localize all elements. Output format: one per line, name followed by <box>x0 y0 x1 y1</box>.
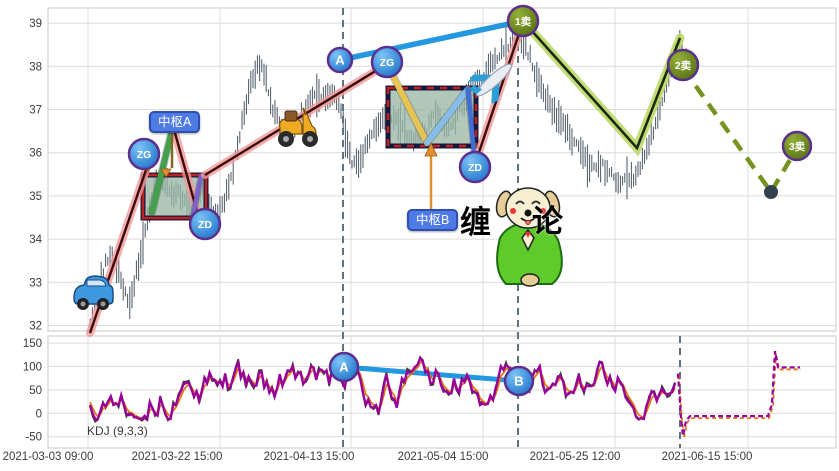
x-axis-tick: 2021-05-04 15:00 <box>398 451 489 463</box>
y-axis-tick-kdj: 0 <box>36 408 42 420</box>
pivot-b-label[interactable]: 中枢B <box>407 209 459 231</box>
segment-core <box>522 20 682 151</box>
marker-b[interactable]: B <box>503 365 535 397</box>
marker-label: 3卖 <box>789 140 806 153</box>
pivot-zone-rect-border <box>386 86 478 148</box>
dog-nose <box>524 209 532 217</box>
scooter-box <box>284 110 298 122</box>
trend-line-kdj <box>341 364 522 384</box>
y-axis-tick-main: 38 <box>29 61 42 73</box>
marker-circle[interactable] <box>503 365 535 397</box>
kdj-series <box>88 350 801 438</box>
x-axis-tick: 2021-05-25 12:00 <box>530 451 621 463</box>
y-axis-tick-kdj: 150 <box>23 338 42 350</box>
dog-eye <box>515 200 525 205</box>
y-axis-tick-main: 37 <box>29 105 42 117</box>
chan-theory-text-left: 缠 <box>460 205 491 240</box>
dog-tongue <box>524 220 532 225</box>
x-axis-tick: 2021-03-22 15:00 <box>132 451 223 463</box>
dog-tie <box>525 232 531 238</box>
marker-a[interactable]: A <box>326 46 354 74</box>
main-panel-border <box>47 7 837 332</box>
airplane-tail <box>470 85 483 95</box>
marker-circle[interactable] <box>666 48 700 82</box>
scooter-hub <box>283 136 289 142</box>
scooter-icon <box>278 107 318 147</box>
marker-circle[interactable] <box>127 137 161 171</box>
marker-zg[interactable]: ZG <box>127 137 161 171</box>
marker-label: 1卖 <box>515 15 532 28</box>
car-window <box>86 279 107 287</box>
airplane-fuselage <box>475 63 513 97</box>
y-axis-tick-kdj: 50 <box>29 385 42 397</box>
marker-2sell-[interactable]: 2卖 <box>666 48 700 82</box>
y-axis-tick-main: 34 <box>29 234 42 246</box>
marker-3sell-[interactable]: 3卖 <box>781 130 813 162</box>
dog-head <box>505 187 551 229</box>
pen-purple <box>190 173 204 219</box>
car-hub <box>100 301 106 307</box>
dog-eye <box>531 200 541 205</box>
marker-zd[interactable]: ZD <box>458 150 492 184</box>
gold-arrowhead <box>160 168 172 178</box>
marker-label: A <box>339 360 349 375</box>
marker-label: 2卖 <box>675 59 692 72</box>
marker-label: ZG <box>137 149 152 161</box>
car-hub <box>80 301 86 307</box>
dog-cheek <box>540 208 546 214</box>
kdj-panel-border <box>47 335 837 449</box>
kdj-d-line <box>89 361 676 420</box>
airplane-icon <box>468 63 513 104</box>
chan-theory-text-right: 论 <box>532 204 563 239</box>
mascot-dog-image <box>495 187 563 287</box>
car-icon <box>73 275 114 310</box>
kdj-indicator-label: KDJ (9,3,3) <box>87 424 148 438</box>
marker-label: A <box>335 53 345 68</box>
y-axis-tick-main: 32 <box>29 321 42 333</box>
projection-end-dot <box>764 185 778 199</box>
pen-red-core <box>473 21 525 165</box>
trend-line-main <box>337 18 526 63</box>
pivot-b-pointer-head <box>424 142 438 157</box>
marker-circle[interactable] <box>188 207 222 241</box>
y-axis-tick-main: 33 <box>29 277 42 289</box>
dog-foot <box>520 273 540 287</box>
marker-1sell-[interactable]: 1卖 <box>506 4 540 38</box>
pen-lightblue <box>424 86 471 146</box>
marker-label: ZD <box>468 162 482 174</box>
kdj-k-line-dashed-tail <box>676 350 800 436</box>
marker-a[interactable]: A <box>328 351 360 383</box>
x-axis-tick: 2021-06-15 15:00 <box>662 451 753 463</box>
dog-cheek <box>510 208 516 214</box>
x-axis-tick: 2021-04-13 15:00 <box>264 451 355 463</box>
pivot-zone-rect-border <box>141 173 208 220</box>
marker-circle[interactable] <box>506 4 540 38</box>
marker-circle[interactable] <box>328 351 360 383</box>
marker-circle[interactable] <box>781 130 813 162</box>
y-axis-tick-main: 39 <box>29 18 42 30</box>
marker-label: ZG <box>380 57 395 69</box>
kdj-d-line-dashed-tail <box>678 352 801 438</box>
marker-zd[interactable]: ZD <box>188 207 222 241</box>
marker-circle[interactable] <box>458 150 492 184</box>
scooter-hub <box>307 136 313 142</box>
pivot-a-label[interactable]: 中枢A <box>149 111 201 133</box>
sell-projection-dashed <box>681 66 799 197</box>
marker-label: B <box>514 374 523 389</box>
y-axis-tick-kdj: 100 <box>23 362 42 374</box>
y-axis-tick-main: 36 <box>29 148 42 160</box>
pen-yellow <box>385 63 430 146</box>
x-axis-tick: 2021-03-03 09:00 <box>3 451 94 463</box>
marker-label: ZD <box>198 219 212 231</box>
y-axis-tick-kdj: -50 <box>25 432 42 444</box>
marker-circle[interactable] <box>326 46 354 74</box>
kdj-k-line <box>88 355 677 422</box>
marker-circle[interactable] <box>370 45 404 79</box>
marker-zg[interactable]: ZG <box>370 45 404 79</box>
y-axis-tick-main: 35 <box>29 191 42 203</box>
scooter-handlebar <box>302 107 307 115</box>
